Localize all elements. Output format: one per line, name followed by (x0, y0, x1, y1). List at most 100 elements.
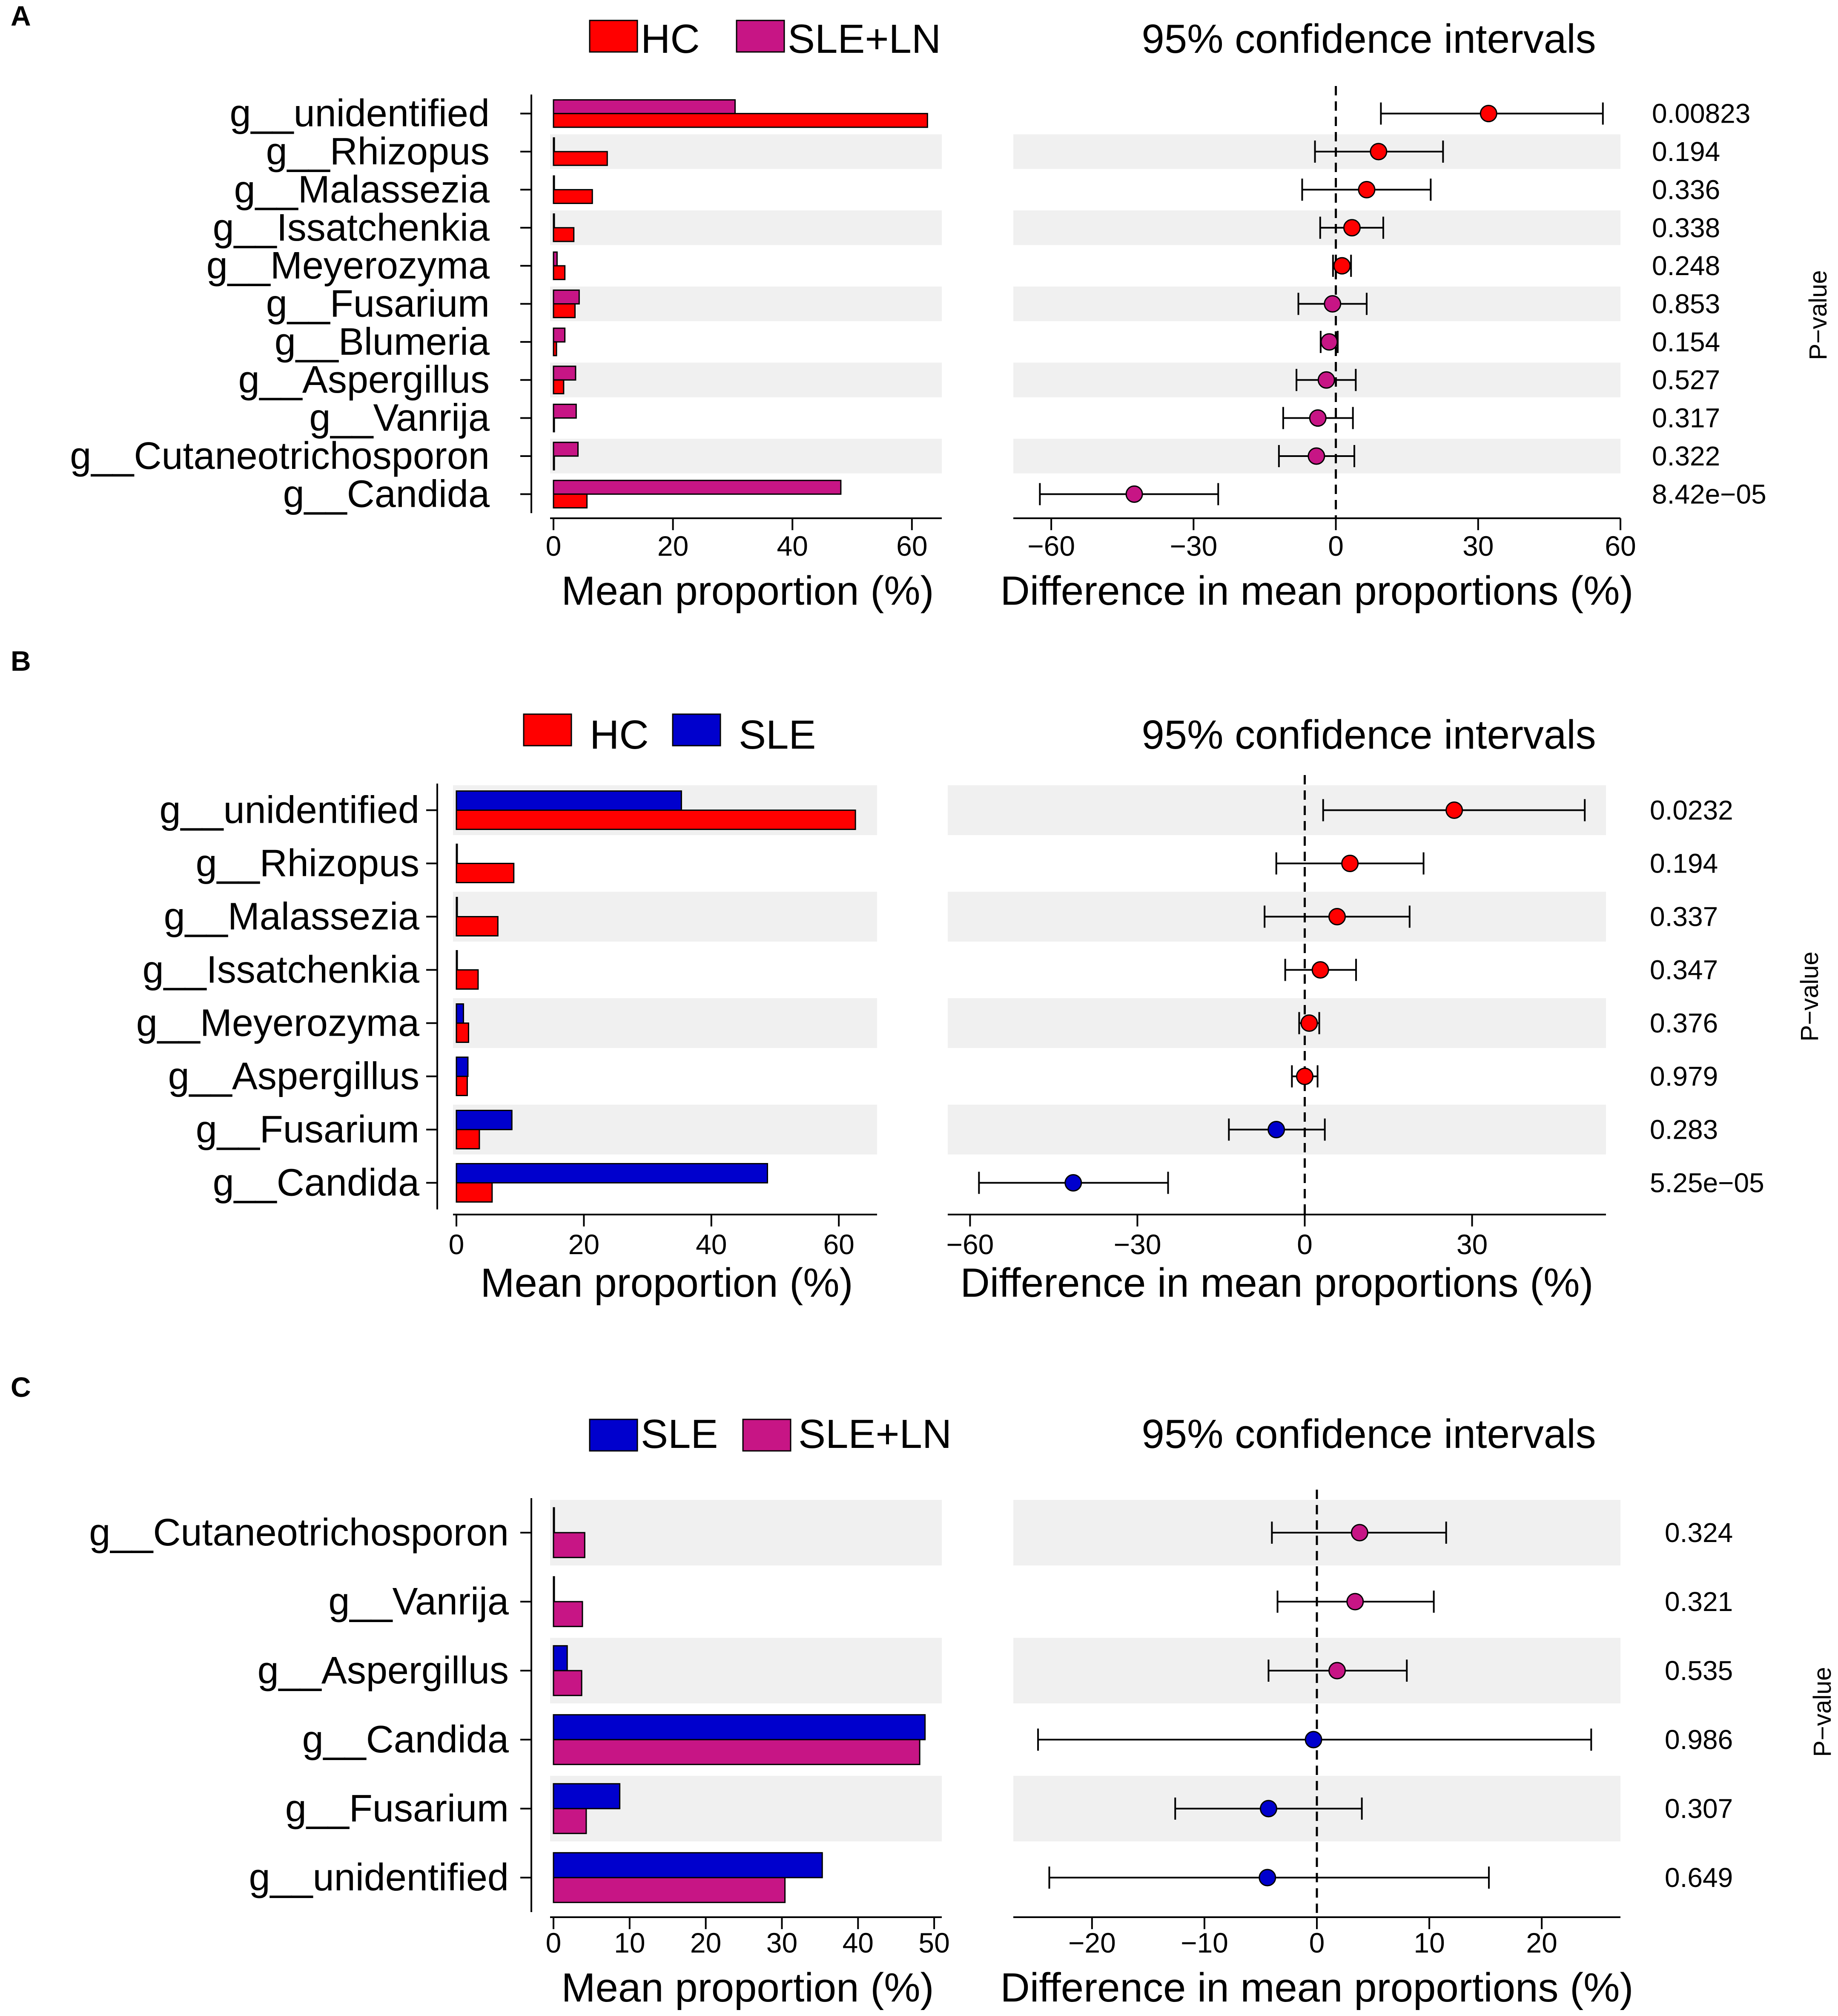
bar-sle-ln (553, 289, 580, 305)
ci-x-tick-label: −60 (946, 1229, 994, 1260)
ci-point (1125, 485, 1143, 503)
ci-point (1317, 371, 1335, 389)
p-value-title: P−value (1796, 951, 1824, 1041)
bar-hc (456, 969, 479, 990)
row-shade (550, 210, 942, 245)
p-value: 0.283 (1650, 1114, 1718, 1145)
x-tick-label: 40 (696, 1229, 727, 1260)
x-tick-label: 10 (614, 1927, 645, 1959)
ci-x-axis-title: Difference in mean proportions (%) (1001, 568, 1634, 614)
panel-label: C (11, 1371, 31, 1403)
bar-sle (456, 950, 458, 971)
category-label: g__Rhizopus (266, 130, 490, 173)
ci-x-axis-title: Difference in mean proportions (%) (961, 1260, 1594, 1306)
bar-sle (456, 844, 458, 864)
category-label: g__Cutaneotrichosporon (89, 1511, 509, 1554)
p-value: 0.338 (1652, 213, 1720, 243)
bar-sle-ln (553, 213, 555, 229)
category-label: g__Blumeria (275, 321, 490, 363)
p-value: 0.527 (1652, 365, 1720, 395)
panel-b: B HC SLE 95% confidence intervals g__unident… (11, 645, 1824, 1306)
p-value: 0.376 (1650, 1008, 1718, 1039)
legend-swatch (589, 20, 638, 53)
p-value: 0.337 (1650, 902, 1718, 932)
bar-sle (553, 1783, 621, 1809)
bar-hc (553, 265, 566, 280)
category-label: g__Issatchenkia (143, 949, 420, 991)
ci-x-tick-label: 30 (1462, 530, 1494, 562)
ci-title: 95% confidence intervals (1141, 1411, 1596, 1457)
row-shade (550, 362, 942, 397)
p-value: 0.154 (1652, 327, 1720, 357)
ci-point (1328, 1662, 1346, 1680)
panel-c: C SLE SLE+LN 95% confidence intervals g__Cut… (11, 1371, 1836, 2010)
p-value: 0.986 (1665, 1724, 1733, 1755)
category-label: g__Fusarium (196, 1109, 419, 1151)
x-tick-label: 0 (546, 530, 562, 562)
bar-sle (456, 897, 458, 917)
ci-x-tick-label: 0 (1309, 1927, 1325, 1959)
bar-hc (553, 303, 576, 319)
bar-hc (456, 1022, 469, 1043)
ci-point (1064, 1174, 1082, 1192)
legend-swatch (672, 713, 721, 747)
ci-point (1370, 143, 1388, 161)
bar-sle-ln (553, 1532, 585, 1558)
row-shade (550, 134, 942, 169)
bar-sle (456, 790, 682, 811)
ci-point (1351, 1524, 1368, 1542)
x-tick-label: 20 (657, 530, 688, 562)
bar-sle (456, 1163, 768, 1183)
p-value: 0.979 (1650, 1061, 1718, 1092)
category-label: g__Fusarium (266, 283, 490, 325)
ci-x-tick-label: −20 (1068, 1927, 1116, 1959)
p-value: 0.324 (1665, 1517, 1733, 1548)
ci-x-axis-title: Difference in mean proportions (%) (1001, 1965, 1634, 2010)
category-label: g__Malassezia (164, 896, 420, 938)
bar-hc (553, 341, 557, 356)
bar-sle (553, 1576, 555, 1602)
panel-label: B (11, 645, 31, 677)
bar-sle (553, 1714, 926, 1740)
bar-hc (456, 1129, 480, 1149)
p-value: 0.00823 (1652, 98, 1750, 129)
legend-label: SLE+LN (788, 16, 941, 62)
bar-hc (456, 916, 499, 936)
x-tick-label: 0 (449, 1229, 465, 1260)
p-value: 8.42e−05 (1652, 479, 1766, 509)
category-label: g__Meyerozyma (206, 244, 490, 287)
ci-point (1445, 801, 1463, 819)
x-axis-title: Mean proportion (%) (561, 1965, 934, 2010)
bar-sle-ln (553, 365, 576, 381)
bar-hc (553, 455, 555, 471)
ci-x-tick-label: −10 (1181, 1927, 1228, 1959)
legend-swatch (742, 1419, 791, 1452)
legend-swatch (736, 20, 785, 53)
bar-sle-ln (553, 1670, 582, 1696)
bar-sle-ln (553, 442, 579, 457)
ci-point (1333, 257, 1351, 275)
bar-hc (553, 493, 588, 508)
category-label: g__Aspergillus (168, 1055, 419, 1098)
legend-label: SLE+LN (798, 1411, 952, 1457)
p-value: 0.347 (1650, 955, 1718, 985)
x-tick-label: 0 (546, 1927, 562, 1959)
ci-point (1343, 219, 1361, 237)
category-label: g__Aspergillus (238, 359, 490, 401)
ci-point (1309, 409, 1327, 427)
bar-sle-ln (553, 251, 558, 267)
bar-sle-ln (553, 175, 555, 190)
bar-sle-ln (553, 1877, 786, 1903)
ci-point (1320, 333, 1338, 351)
row-shade (1013, 210, 1620, 245)
ci-point (1358, 181, 1376, 198)
ci-point (1341, 855, 1359, 872)
category-label: g__Fusarium (285, 1787, 509, 1830)
bar-hc (553, 227, 575, 242)
bar-sle (456, 1057, 469, 1077)
p-value: 0.649 (1665, 1862, 1733, 1893)
p-value: 0.321 (1665, 1586, 1733, 1617)
category-label: g__Rhizopus (196, 842, 419, 885)
category-label: g__Issatchenkia (213, 207, 490, 249)
bar-sle-ln (553, 480, 842, 495)
